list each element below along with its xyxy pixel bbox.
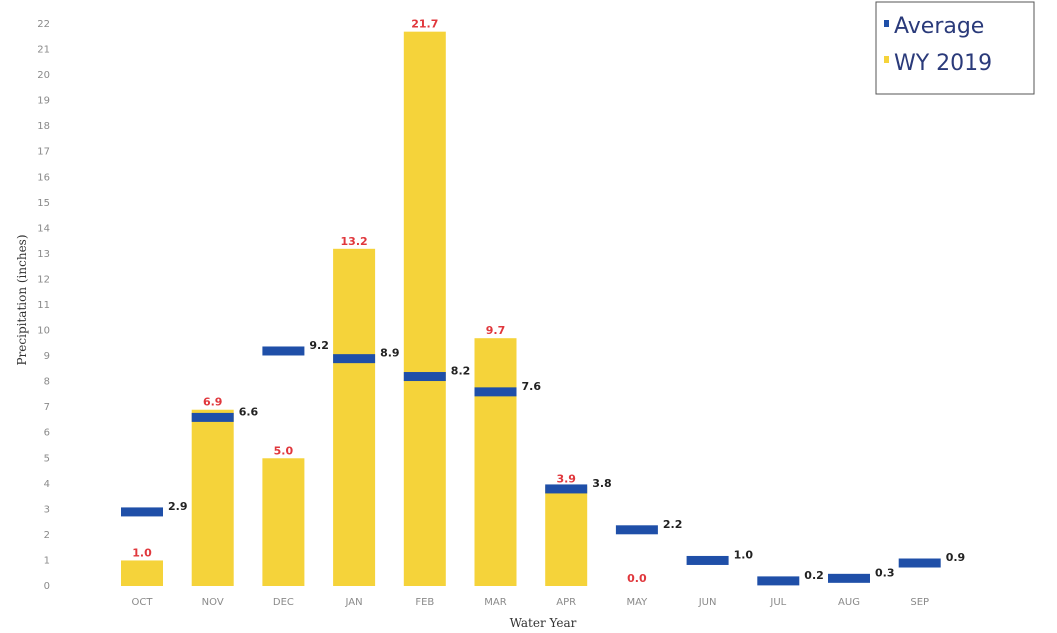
wy2019-bar	[333, 248, 376, 587]
average-marker	[474, 387, 517, 397]
legend-swatch-wy2019	[884, 56, 889, 63]
average-value-label: 0.2	[804, 569, 824, 582]
x-tick-label: JAN	[345, 597, 363, 608]
x-tick-label: MAY	[626, 597, 648, 608]
y-tick-label: 18	[37, 121, 50, 132]
y-tick-label: 0	[44, 581, 50, 592]
x-tick-label: NOV	[202, 597, 224, 608]
wy2019-value-label: 6.9	[203, 396, 223, 409]
y-tick-label: 9	[44, 351, 50, 362]
y-tick-label: 13	[37, 249, 50, 260]
average-marker	[191, 412, 234, 422]
x-tick-label: DEC	[273, 597, 294, 608]
legend-label-wy2019: WY 2019	[894, 51, 992, 76]
y-tick-label: 15	[37, 198, 50, 209]
wy2019-value-label: 3.9	[556, 472, 576, 485]
x-tick-label: AUG	[838, 597, 860, 608]
average-marker	[545, 484, 588, 494]
y-tick-label: 7	[44, 402, 50, 413]
average-marker	[333, 354, 376, 364]
y-tick-label: 17	[37, 147, 50, 158]
average-markers	[121, 346, 941, 586]
y-tick-label: 10	[37, 326, 50, 337]
wy2019-bar	[121, 560, 163, 586]
x-tick-label: JUL	[769, 597, 786, 608]
average-value-label: 1.0	[734, 548, 754, 561]
legend: Average WY 2019	[875, 1, 1035, 95]
average-marker	[121, 507, 163, 517]
average-value-label: 8.9	[380, 347, 400, 360]
y-tick-label: 16	[37, 172, 50, 183]
wy2019-value-label: 13.2	[341, 235, 368, 248]
wy2019-bar	[403, 31, 446, 587]
legend-box	[875, 1, 1035, 95]
y-tick-label: 12	[37, 274, 50, 285]
average-value-label: 0.3	[875, 566, 895, 579]
y-tick-label: 2	[44, 530, 50, 541]
wy2019-value-label: 1.0	[132, 546, 152, 559]
y-tick-label: 11	[37, 300, 50, 311]
average-value-label: 3.8	[592, 477, 612, 490]
wy2019-value-label: 0.0	[627, 572, 647, 585]
y-tick-label: 4	[44, 479, 50, 490]
y-tick-label: 8	[44, 377, 50, 388]
x-tick-label: APR	[556, 597, 576, 608]
wy2019-bar	[474, 338, 517, 586]
average-marker	[757, 576, 800, 586]
average-marker	[828, 573, 870, 583]
y-tick-label: 1	[44, 555, 50, 566]
average-value-label: 7.6	[522, 380, 542, 393]
wy2019-value-label: 5.0	[274, 444, 294, 457]
wy2019-bar	[191, 409, 234, 586]
y-tick-label: 20	[37, 70, 50, 81]
wy2019-bar	[545, 486, 588, 586]
y-tick-label: 22	[37, 19, 50, 30]
x-axis-ticks: OCT NOV DEC JAN FEB MAR APR MAY JUN JUL AUG SEP	[132, 597, 930, 608]
y-tick-label: 14	[37, 223, 50, 234]
wy2019-value-label: 9.7	[486, 324, 506, 337]
x-tick-label: OCT	[132, 597, 154, 608]
x-tick-label: FEB	[415, 597, 434, 608]
average-value-label: 8.2	[451, 365, 471, 378]
y-tick-label: 5	[44, 453, 50, 464]
y-tick-label: 19	[37, 96, 50, 107]
average-value-label: 2.2	[663, 518, 683, 531]
y-tick-label: 3	[44, 504, 50, 515]
wy2019-value-label: 21.7	[411, 18, 438, 31]
data-labels: 1.0 6.9 5.0 13.2 21.7 9.7 3.9 0.0 2.9 6.6 9.2 8.9 8.…	[132, 18, 965, 585]
x-axis-title: Water Year	[510, 616, 577, 630]
wy2019-bar	[262, 458, 305, 586]
average-marker	[262, 346, 305, 356]
average-value-label: 9.2	[309, 339, 329, 352]
average-marker	[403, 372, 446, 382]
average-value-label: 2.9	[168, 500, 188, 513]
average-marker	[898, 558, 941, 568]
y-tick-label: 21	[37, 45, 50, 56]
y-axis-title: Precipitation (inches)	[15, 234, 29, 365]
average-marker	[615, 525, 658, 535]
x-tick-label: SEP	[910, 597, 929, 608]
wy2019-bars	[121, 31, 588, 587]
x-tick-label: MAR	[484, 597, 506, 608]
average-value-label: 6.6	[239, 405, 259, 418]
y-tick-label: 6	[44, 428, 50, 439]
average-marker	[686, 555, 729, 565]
legend-label-average: Average	[894, 14, 984, 39]
average-value-label: 0.9	[946, 551, 966, 564]
x-tick-label: JUN	[698, 597, 717, 608]
legend-swatch-average	[884, 20, 889, 27]
